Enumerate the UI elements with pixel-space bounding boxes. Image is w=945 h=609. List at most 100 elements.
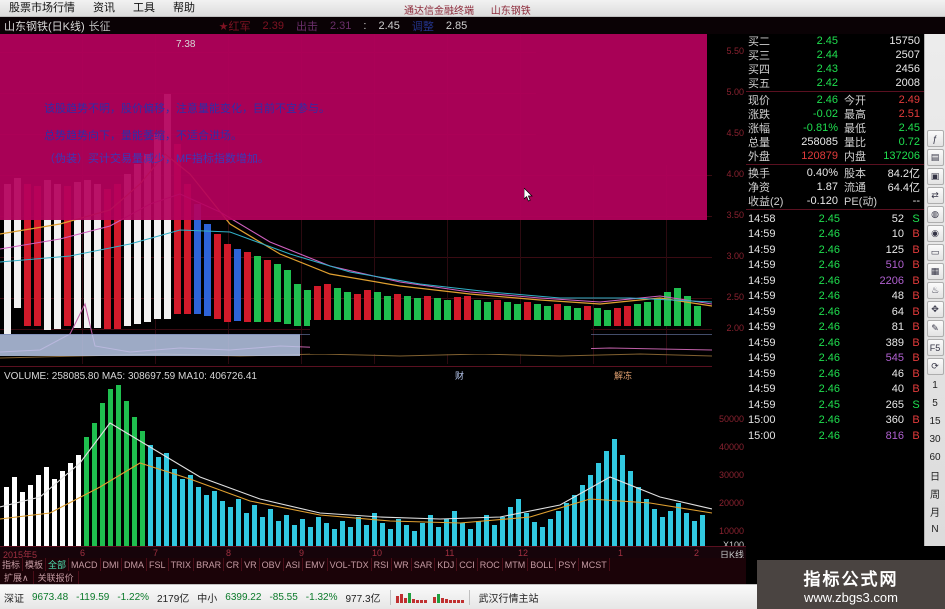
indicator-toolbar[interactable]: 指标 模板 全部 MACD DMI DMA FSL TRIX BRAR CR V… — [0, 558, 746, 571]
tick-list[interactable]: 14:58 2.45 52 S 14:59 2.46 10 B 14:59 2.… — [746, 211, 924, 444]
stat-label-pe: PE(动) — [844, 196, 877, 208]
tick-flag: B — [912, 336, 920, 349]
price-tick-0: 5.50 — [726, 46, 744, 56]
indicator-btn-label[interactable]: 指标 — [0, 558, 24, 571]
globe-icon[interactable]: ◍ — [926, 206, 944, 223]
quote-divider-2 — [746, 164, 924, 165]
f5-icon[interactable]: F5 — [926, 339, 944, 356]
window-title-stock: 山东钢铁 — [490, 6, 531, 17]
tick-price: 2.45 — [818, 398, 840, 411]
indicator-btn-cci[interactable]: CCI — [457, 558, 478, 571]
window-icon[interactable]: ▣ — [926, 168, 944, 185]
volume-chart-pane[interactable]: VOLUME: 258085.80 MA5: 308697.59 MA10: 4… — [0, 366, 712, 547]
indicator-btn-template[interactable]: 模板 — [23, 558, 47, 571]
indicator-btn-trix[interactable]: TRIX — [169, 558, 195, 571]
indicator-btn-rsi[interactable]: RSI — [372, 558, 392, 571]
expand-button[interactable]: 扩展∧ — [0, 571, 34, 584]
linked-quote-button[interactable]: 关联报价 — [34, 571, 79, 584]
menu-item-news[interactable]: 资讯 — [93, 1, 115, 14]
period-day[interactable]: 日 — [930, 472, 940, 483]
bid-qty-5: 2008 — [895, 77, 920, 89]
right-vertical-toolbar[interactable]: ƒ ▤ ▣ ⇄ ◍ ◉ ▭ ▦ ♨ ✥ ✎ F5 ⟳ 1 5 15 30 60 … — [924, 34, 945, 546]
tick-qty: 46 — [891, 367, 904, 380]
window-title-app: 通达信金融终端 — [404, 6, 474, 17]
indicator-btn-brar[interactable]: BRAR — [194, 558, 225, 571]
ruler-icon[interactable]: ▭ — [926, 244, 944, 261]
bid-row[interactable]: 买五 2.42 2008 — [746, 76, 924, 90]
grid-icon[interactable]: ▦ — [926, 263, 944, 280]
tick-flag: B — [912, 290, 920, 303]
indicator-btn-macd[interactable]: MACD — [69, 558, 101, 571]
stat-label-pct: 涨幅 — [748, 123, 770, 135]
indicator-btn-vol-tdx[interactable]: VOL-TDX — [328, 558, 372, 571]
period-week[interactable]: 周 — [930, 490, 940, 501]
tick-qty: 2206 — [879, 274, 904, 287]
indicator-btn-fsl[interactable]: FSL — [147, 558, 169, 571]
period-30[interactable]: 30 — [929, 434, 941, 445]
index1-name[interactable]: 深证 — [4, 593, 24, 605]
indicator-btn-obv[interactable]: OBV — [260, 558, 284, 571]
menu-item-help[interactable]: 帮助 — [173, 1, 195, 14]
tick-qty: 10 — [891, 228, 904, 241]
k-line-mode-label: 日K线 — [719, 550, 744, 560]
indicator-btn-cr[interactable]: CR — [224, 558, 243, 571]
indicator-btn-all[interactable]: 全部 — [46, 558, 70, 571]
compare-icon[interactable]: ⇄ — [926, 187, 944, 204]
tick-qty: 389 — [885, 336, 904, 349]
fx-icon[interactable]: ƒ — [926, 130, 944, 147]
camera-icon[interactable]: ◉ — [926, 225, 944, 242]
server-label[interactable]: 武汉行情主站 — [478, 593, 539, 605]
menu-item-tools[interactable]: 工具 — [133, 1, 155, 14]
bid-qty-4: 2456 — [895, 63, 920, 75]
indicator-btn-wr[interactable]: WR — [392, 558, 412, 571]
price-chart-pane[interactable]: 该股趋势不明，股价偏移，注意量能变化，目前不宜参与。 总势趋势向下，量能萎缩，不… — [0, 34, 712, 364]
menu-item-market[interactable]: 股票市场行情 — [9, 1, 75, 14]
tick-qty: 125 — [885, 243, 904, 256]
indicator-btn-psy[interactable]: PSY — [556, 558, 580, 571]
bid-price-3: 2.44 — [816, 49, 838, 61]
flame-icon[interactable]: ♨ — [926, 282, 944, 299]
period-n[interactable]: N — [931, 524, 939, 535]
stat-value-high: 2.51 — [898, 108, 920, 120]
index2-name[interactable]: 中小 — [197, 593, 218, 605]
bid-row[interactable]: 买四 2.43 2456 — [746, 62, 924, 76]
period-15[interactable]: 15 — [929, 416, 941, 427]
tick-qty: 81 — [891, 321, 904, 334]
tick-flag: S — [912, 212, 920, 225]
indicator-btn-kdj[interactable]: KDJ — [435, 558, 458, 571]
stat-label-low: 最低 — [844, 123, 866, 135]
tick-row: 14:59 2.46 389 B — [746, 335, 924, 351]
tick-time: 14:58 — [748, 212, 776, 225]
indicator-btn-sar[interactable]: SAR — [412, 558, 436, 571]
period-60[interactable]: 60 — [929, 452, 941, 463]
indicator-btn-mcst[interactable]: MCST — [579, 558, 610, 571]
period-month[interactable]: 月 — [930, 508, 940, 519]
tick-time: 15:00 — [748, 429, 776, 442]
indicator-btn-dmi[interactable]: DMI — [101, 558, 123, 571]
period-1[interactable]: 1 — [932, 380, 938, 391]
index1-value: 9673.48 — [32, 591, 69, 603]
indicator-btn-boll[interactable]: BOLL — [528, 558, 557, 571]
window-title: 通达信金融终端 山东钢铁 — [404, 2, 545, 17]
pencil-icon[interactable]: ✎ — [926, 320, 944, 337]
bid-price-4: 2.43 — [816, 63, 838, 75]
indicator-btn-mtm[interactable]: MTM — [503, 558, 529, 571]
indicator-btn-asi[interactable]: ASI — [284, 558, 304, 571]
index1-pct: -1.22% — [117, 591, 150, 603]
quote-stat-row: 涨跌 -0.02 最高 2.51 — [746, 107, 924, 121]
indicator-btn-vr[interactable]: VR — [242, 558, 260, 571]
move-icon[interactable]: ✥ — [926, 301, 944, 318]
indicator-btn-emv[interactable]: EMV — [303, 558, 328, 571]
indicator-btn-roc[interactable]: ROC — [478, 558, 503, 571]
bid-row[interactable]: 买三 2.44 2507 — [746, 48, 924, 62]
refresh-icon[interactable]: ⟳ — [926, 358, 944, 375]
page-icon[interactable]: ▤ — [926, 149, 944, 166]
quote-stat-row: 外盘 120879 内盘 137206 — [746, 149, 924, 163]
bid-row[interactable]: 买二 2.45 15750 — [746, 34, 924, 48]
period-5[interactable]: 5 — [932, 398, 938, 409]
chart-marker-left: 财 — [455, 371, 465, 381]
indicator-btn-dma[interactable]: DMA — [122, 558, 148, 571]
bid-price-2: 2.45 — [816, 35, 838, 47]
indicator-toolbar-row2[interactable]: 扩展∧ 关联报价 — [0, 571, 746, 584]
index2-change: -85.55 — [269, 591, 298, 603]
